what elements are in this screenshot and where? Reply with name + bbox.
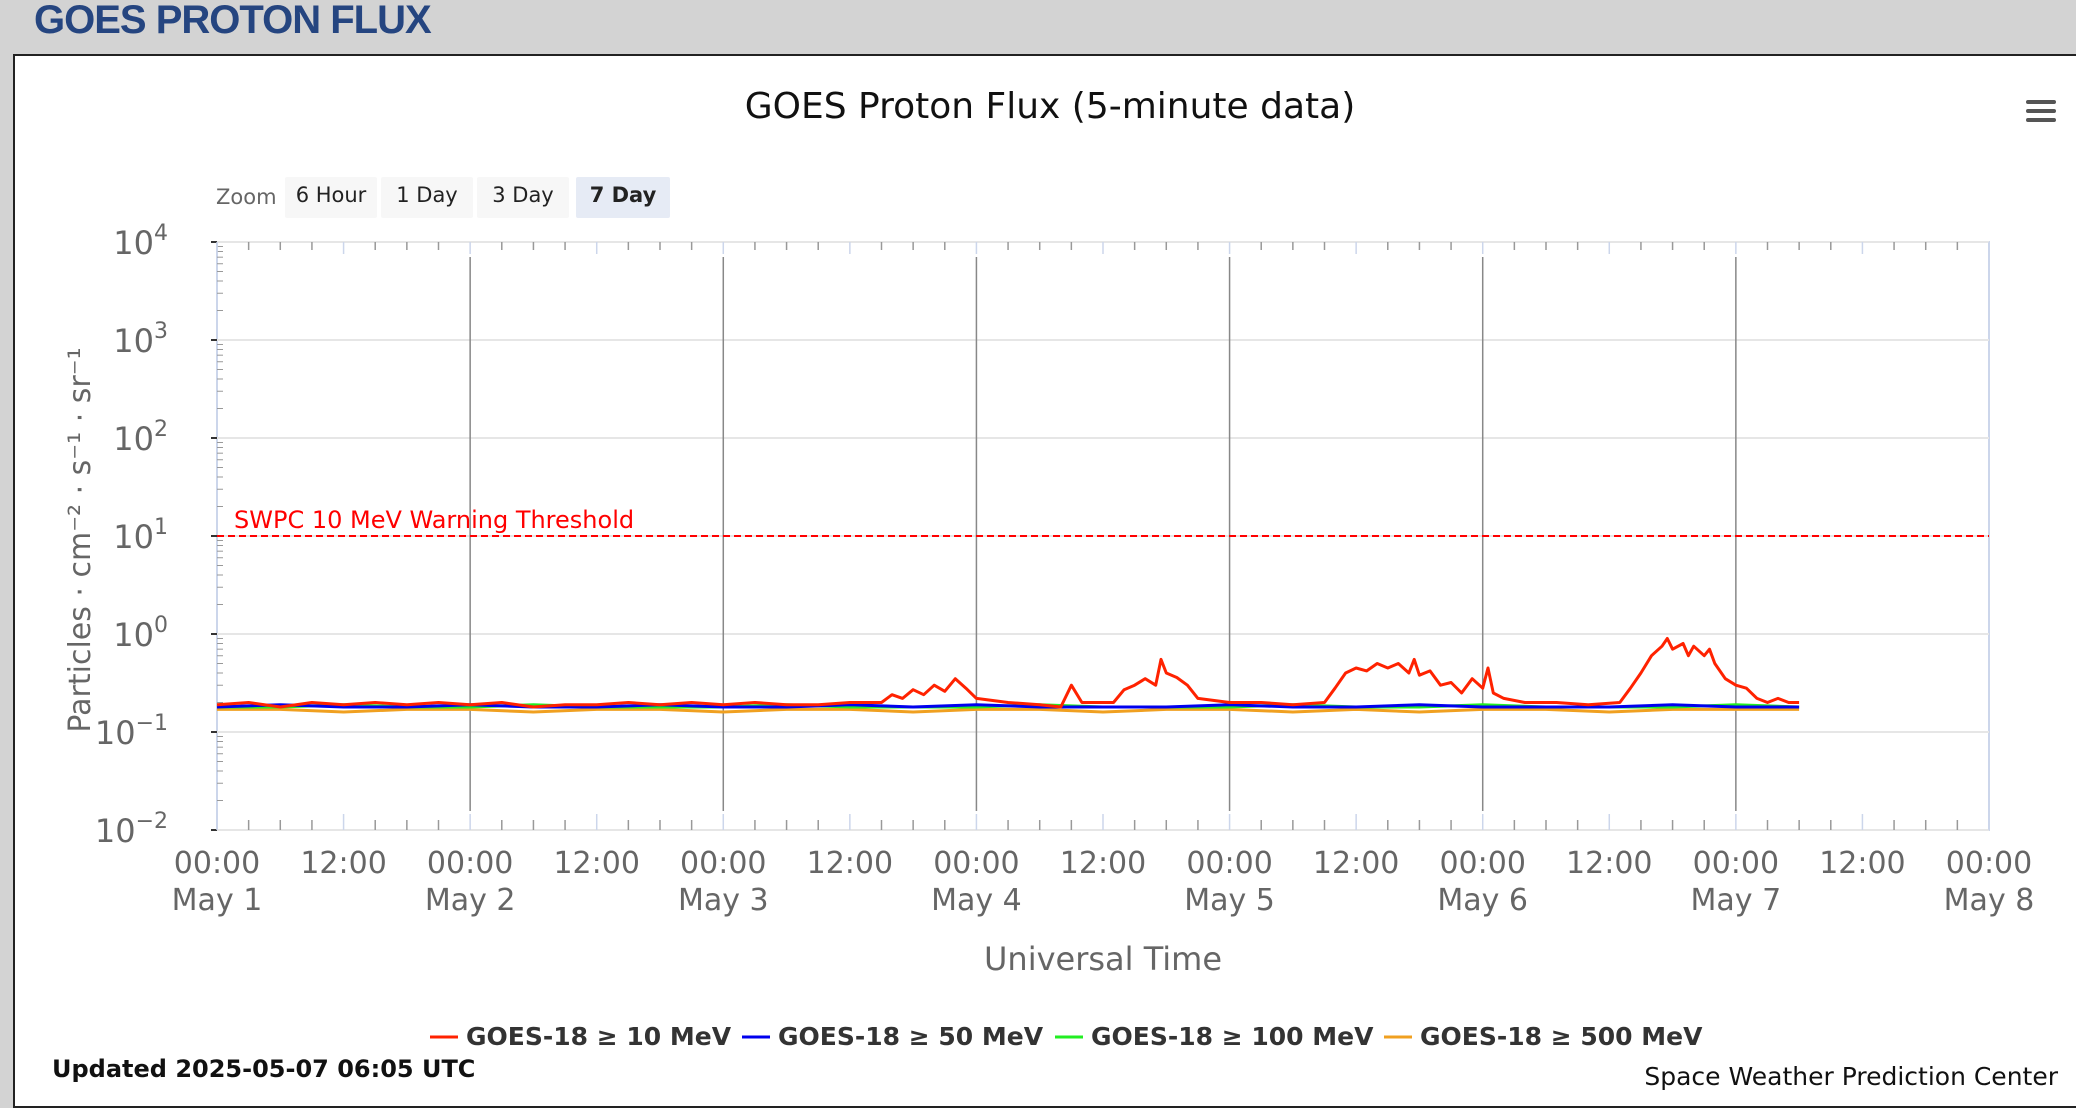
- x-tick-time: 00:00: [933, 846, 1019, 881]
- legend-label: GOES-18 ≥ 100 MeV: [1091, 1022, 1374, 1051]
- x-tick-date: May 2: [425, 883, 516, 918]
- x-tick-time: 12:00: [1313, 846, 1399, 881]
- legend-item[interactable]: GOES-18 ≥ 50 MeV: [742, 1022, 1044, 1051]
- series-lines: [216, 637, 1800, 714]
- zoom-3-day-button[interactable]: 3 Day: [477, 177, 569, 218]
- x-tick-time: 00:00: [1946, 846, 2032, 881]
- y-tick-label: 10−1: [95, 711, 168, 752]
- x-tick-time: 00:00: [1693, 846, 1779, 881]
- y-tick-label: 103: [113, 319, 168, 360]
- y-axis-title: Particles · cm⁻² · s⁻¹ · sr⁻¹: [63, 347, 98, 732]
- y-tick-label: 102: [113, 417, 168, 458]
- x-tick-date: May 1: [172, 883, 263, 918]
- zoom-1-day-label: 1 Day: [396, 183, 458, 207]
- updated-timestamp: Updated 2025-05-07 06:05 UTC: [52, 1055, 475, 1083]
- threshold-label: SWPC 10 MeV Warning Threshold: [234, 506, 634, 534]
- x-tick-date: May 8: [1944, 883, 2035, 918]
- x-tick-date: May 6: [1437, 883, 1528, 918]
- x-tick-time: 00:00: [1439, 846, 1525, 881]
- legend-item[interactable]: GOES-18 ≥ 500 MeV: [1384, 1022, 1703, 1051]
- chart-title: GOES Proton Flux (5-minute data): [745, 86, 1356, 127]
- zoom-6-hour-button[interactable]: 6 Hour: [285, 177, 377, 218]
- x-tick-date: May 5: [1184, 883, 1275, 918]
- x-tick-time: 12:00: [553, 846, 639, 881]
- credit-text: Space Weather Prediction Center: [1644, 1062, 2058, 1091]
- x-tick-time: 12:00: [1060, 846, 1146, 881]
- zoom-6-hour-label: 6 Hour: [296, 183, 367, 207]
- y-tick-label: 100: [113, 613, 168, 654]
- y-axis-ticks: 104 103 102 101 100 10−1 10−2: [95, 221, 223, 850]
- legend: GOES-18 ≥ 10 MeV GOES-18 ≥ 50 MeV GOES-18 …: [430, 1022, 1703, 1051]
- x-tick-time: 00:00: [680, 846, 766, 881]
- series-line-500-mev: [217, 707, 1800, 714]
- x-tick-time: 12:00: [300, 846, 386, 881]
- zoom-1-day-button[interactable]: 1 Day: [381, 177, 473, 218]
- hamburger-menu-icon[interactable]: [2026, 100, 2056, 122]
- x-tick-date: May 4: [931, 883, 1022, 918]
- legend-label: GOES-18 ≥ 500 MeV: [1420, 1022, 1703, 1051]
- legend-label: GOES-18 ≥ 10 MeV: [466, 1022, 732, 1051]
- zoom-7-day-label: 7 Day: [590, 183, 657, 207]
- x-tick-time: 12:00: [1819, 846, 1905, 881]
- x-tick-time: 00:00: [1186, 846, 1272, 881]
- y-tick-label: 10−2: [95, 809, 168, 850]
- x-tick-time: 00:00: [427, 846, 513, 881]
- zoom-3-day-label: 3 Day: [492, 183, 554, 207]
- chart-panel: [13, 54, 2076, 1108]
- series-line-10-mev: [216, 637, 1800, 709]
- x-tick-time: 12:00: [807, 846, 893, 881]
- y-tick-label: 104: [113, 221, 168, 262]
- legend-item[interactable]: GOES-18 ≥ 100 MeV: [1055, 1022, 1374, 1051]
- x-tick-time: 00:00: [174, 846, 260, 881]
- zoom-label: Zoom: [216, 185, 277, 209]
- legend-label: GOES-18 ≥ 50 MeV: [778, 1022, 1044, 1051]
- x-tick-date: May 3: [678, 883, 769, 918]
- page-header-title: GOES PROTON FLUX: [34, 0, 432, 42]
- y-tick-label: 101: [113, 515, 168, 556]
- x-axis-title: Universal Time: [984, 940, 1222, 978]
- zoom-7-day-button[interactable]: 7 Day: [576, 177, 670, 218]
- x-tick-time: 12:00: [1566, 846, 1652, 881]
- x-tick-date: May 7: [1691, 883, 1782, 918]
- legend-item[interactable]: GOES-18 ≥ 10 MeV: [430, 1022, 732, 1051]
